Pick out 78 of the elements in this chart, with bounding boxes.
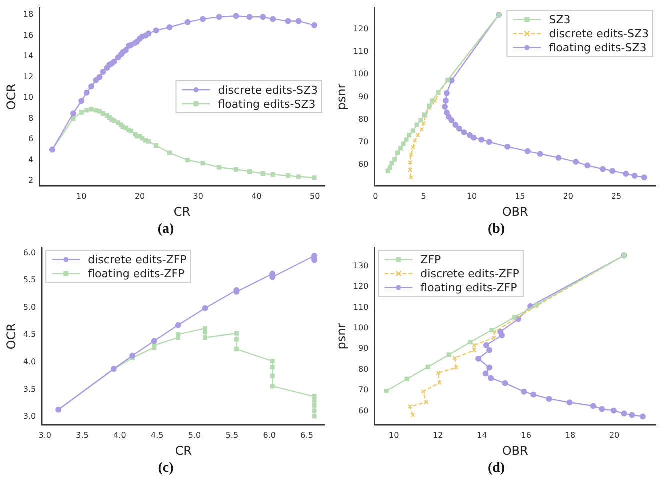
text: (a) [158, 222, 174, 238]
y-tick-label: 90 [358, 344, 369, 354]
y-tick-label: 100 [353, 70, 369, 79]
y-axis-title: psnr [334, 84, 348, 110]
x-tick-label: 20 [609, 431, 620, 440]
y-axis-title: OCR [4, 84, 18, 110]
y-tick-label: 3.5 [23, 384, 36, 394]
x-tick-label: 14 [477, 431, 488, 440]
y-tick-label: 2 [28, 176, 34, 186]
y-tick-label: 120 [353, 24, 369, 34]
y-tick-label: 130 [353, 261, 369, 270]
y-tick-label: 4.0 [23, 358, 36, 367]
y-tick-label: 10 [23, 93, 34, 102]
y-tick-label: 5.5 [23, 276, 36, 285]
y-tick-label: 4 [28, 155, 34, 164]
y-tick-label: 100 [353, 323, 369, 332]
y-tick-label: 5.0 [23, 302, 36, 312]
x-tick-label: 4.0 [114, 431, 126, 440]
legend-label: discrete edits-ZFP [88, 254, 188, 267]
y-tick-label: 70 [358, 386, 369, 395]
y-tick-label: 6 [28, 134, 34, 144]
y-axis-title: psnr [334, 323, 348, 350]
legend-label: floating edits-ZFP [420, 282, 518, 295]
x-tick-label: 10 [466, 192, 478, 202]
y-tick-label: 110 [353, 302, 369, 312]
y-tick-label: 8 [28, 114, 34, 123]
x-tick-label: 3.5 [76, 431, 89, 440]
y-tick-label: 90 [358, 92, 369, 102]
x-tick-label: 40 [252, 192, 262, 202]
y-tick-label: 120 [353, 282, 369, 292]
x-tick-label: 4.5 [151, 431, 164, 440]
x-tick-label: 6.5 [300, 431, 314, 440]
legend-label: ZFP [420, 254, 442, 267]
x-tick-label: 15 [515, 192, 526, 202]
x-tick-label: 16 [521, 431, 532, 440]
y-tick-label: 3.0 [23, 412, 36, 422]
y-tick-label: 60 [358, 160, 369, 170]
y-tick-label: 70 [358, 137, 369, 146]
text: (b) [488, 222, 506, 238]
y-tick-label: 18 [23, 10, 34, 20]
y-tick-label: 4.5 [23, 330, 36, 340]
x-tick-label: 0 [373, 192, 378, 202]
x-tick-label: 6.0 [263, 431, 276, 440]
y-axis-title: OCR [4, 323, 18, 350]
legend-label: discrete edits-ZFP [420, 268, 520, 281]
y-tick-label: 110 [353, 47, 369, 56]
y-tick-label: 60 [358, 406, 369, 416]
x-tick-label: 50 [310, 192, 320, 202]
legend-label: floating edits-SZ3 [549, 42, 647, 55]
x-axis-title: OBR [502, 444, 528, 458]
y-tick-label: 12 [23, 72, 34, 82]
y-tick-label: 14 [23, 52, 34, 61]
y-tick-label: 80 [358, 114, 369, 124]
x-tick-label: 10 [388, 431, 400, 440]
legend-label: floating edits-ZFP [88, 268, 186, 281]
y-tick-label: 80 [358, 364, 369, 374]
x-tick-label: 30 [193, 192, 204, 202]
x-tick-label: 3.0 [38, 431, 52, 440]
legend-label: SZ3 [549, 14, 571, 27]
x-tick-label: 5.5 [226, 431, 239, 440]
x-axis-title: CR [174, 205, 191, 220]
legend-label: discrete edits-SZ3 [218, 84, 318, 97]
x-tick-label: 12 [433, 431, 444, 440]
text: (c) [158, 461, 174, 476]
y-tick-label: 16 [23, 30, 34, 40]
legend-label: discrete edits-SZ3 [549, 28, 649, 41]
legend-label: floating edits-SZ3 [218, 98, 316, 111]
x-tick-label: 5 [421, 192, 426, 202]
x-tick-label: 25 [611, 192, 622, 202]
text: (d) [488, 461, 506, 476]
x-axis-title: CR [175, 444, 192, 458]
y-tick-label: 6.0 [23, 248, 36, 258]
x-tick-label: 5.0 [188, 431, 202, 440]
x-tick-label: 20 [134, 192, 146, 202]
x-axis-title: OBR [502, 205, 528, 220]
x-tick-label: 20 [563, 192, 574, 202]
x-tick-label: 18 [565, 431, 576, 440]
x-tick-label: 10 [76, 192, 87, 202]
